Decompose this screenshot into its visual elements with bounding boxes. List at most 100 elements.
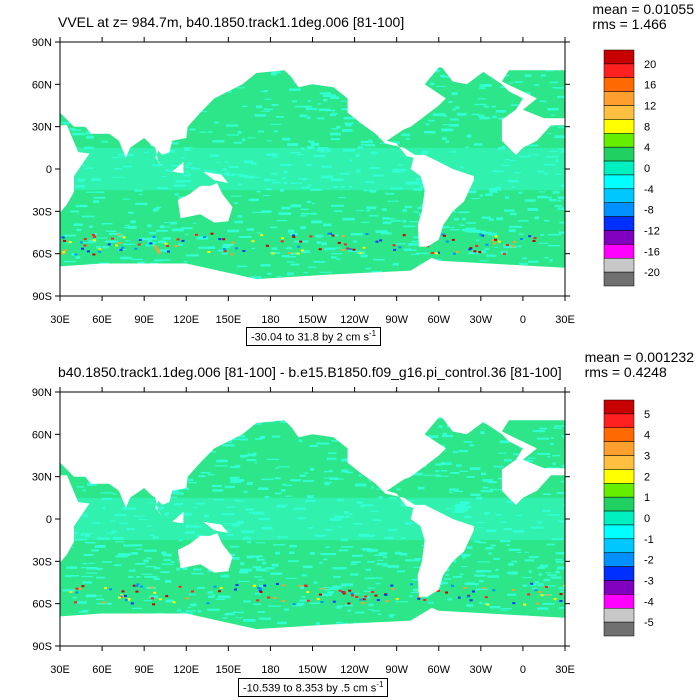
lat-label: 60S: [32, 599, 52, 611]
velocity-hotspot: [206, 602, 210, 605]
velocity-hotspot: [511, 245, 515, 248]
ocean-texture-cell: [241, 530, 254, 534]
ocean-texture-cell: [319, 271, 332, 273]
ocean-texture-cell: [276, 505, 287, 508]
velocity-hotspot: [355, 596, 359, 598]
ocean-texture-cell: [338, 526, 342, 528]
velocity-hotspot: [195, 233, 198, 236]
velocity-hotspot: [102, 601, 106, 604]
colorbar-label: 4: [644, 142, 650, 154]
ocean-texture-cell: [549, 81, 558, 84]
ocean-texture-cell: [128, 576, 134, 578]
velocity-hotspot: [242, 250, 246, 252]
ocean-texture-cell: [413, 236, 421, 239]
ocean-texture-cell: [237, 215, 243, 218]
ocean-texture-cell: [545, 196, 552, 199]
velocity-hotspot: [130, 602, 134, 605]
ocean-texture-cell: [287, 272, 294, 276]
ocean-texture-cell: [426, 123, 430, 126]
ocean-texture-cell: [511, 186, 516, 188]
velocity-hotspot: [78, 587, 82, 590]
ocean-texture-cell: [348, 250, 361, 252]
ocean-texture-cell: [481, 231, 492, 234]
ocean-texture-cell: [252, 603, 261, 605]
ocean-texture-cell: [336, 258, 341, 260]
ocean-texture-cell: [488, 232, 498, 236]
ocean-texture-cell: [402, 209, 407, 212]
ocean-texture-cell: [127, 211, 134, 214]
ocean-texture-cell: [73, 532, 79, 535]
ocean-texture-cell: [147, 525, 152, 527]
equatorial-band: [60, 497, 565, 541]
ocean-texture-cell: [275, 467, 280, 469]
bottom-map-rms: rms = 0.4248: [584, 364, 667, 380]
ocean-texture-cell: [247, 453, 257, 456]
ocean-texture-cell: [181, 157, 185, 159]
ocean-texture-cell: [348, 159, 352, 162]
ocean-texture-cell: [226, 533, 234, 536]
ocean-texture-cell: [267, 140, 272, 142]
ocean-texture-cell: [387, 565, 399, 568]
lat-label: 90S: [32, 291, 52, 303]
ocean-texture-cell: [481, 570, 492, 573]
ocean-texture-cell: [548, 150, 558, 152]
ocean-texture-cell: [62, 589, 76, 592]
ocean-texture-cell: [170, 491, 177, 494]
ocean-texture-cell: [354, 593, 360, 594]
ocean-texture-cell: [557, 95, 565, 98]
velocity-hotspot: [210, 232, 214, 235]
velocity-hotspot: [150, 597, 154, 600]
ocean-texture-cell: [423, 474, 436, 476]
ocean-texture-cell: [207, 591, 213, 594]
ocean-texture-cell: [349, 185, 353, 188]
velocity-hotspot: [384, 593, 388, 596]
ocean-texture-cell: [78, 610, 88, 613]
ocean-texture-cell: [230, 481, 242, 484]
ocean-texture-cell: [302, 565, 313, 569]
ocean-texture-cell: [166, 512, 170, 515]
ocean-texture-cell: [264, 98, 272, 100]
velocity-hotspot: [79, 241, 83, 244]
ocean-texture-cell: [460, 166, 464, 169]
ocean-texture-cell: [255, 592, 261, 595]
ocean-texture-cell: [475, 570, 484, 573]
ocean-texture-cell: [360, 144, 367, 146]
ocean-texture-cell: [207, 131, 213, 133]
ocean-texture-cell: [244, 454, 256, 457]
ocean-texture-cell: [82, 533, 94, 535]
ocean-texture-cell: [373, 554, 385, 556]
velocity-hotspot: [418, 595, 422, 598]
ocean-texture-cell: [160, 571, 170, 573]
ocean-texture-cell: [193, 507, 198, 509]
ocean-texture-cell: [372, 519, 382, 522]
ocean-texture-cell: [337, 499, 344, 502]
ocean-texture-cell: [102, 506, 106, 509]
top-map-svg: 90N 60N 30N 0 30S 60S 90S 30E 60E 90E 120E 150E 180 1…: [32, 37, 660, 326]
ocean-texture-cell: [292, 480, 298, 482]
velocity-hotspot: [469, 247, 473, 250]
ocean-texture-cell: [117, 553, 131, 556]
velocity-hotspot: [235, 247, 239, 250]
ocean-texture-cell: [164, 226, 171, 228]
ocean-texture-cell: [469, 467, 481, 471]
ocean-texture-cell: [271, 563, 279, 567]
velocity-hotspot: [93, 235, 96, 238]
velocity-hotspot: [319, 593, 322, 596]
ocean-texture-cell: [404, 500, 415, 502]
ocean-texture-cell: [306, 146, 315, 149]
ocean-texture-cell: [378, 613, 382, 615]
velocity-hotspot: [359, 598, 363, 601]
ocean-texture-cell: [227, 556, 240, 560]
velocity-hotspot: [207, 251, 211, 253]
ocean-texture-cell: [483, 602, 489, 605]
ocean-texture-cell: [495, 110, 506, 113]
ocean-texture-cell: [509, 571, 517, 575]
ocean-texture-cell: [524, 551, 529, 553]
velocity-hotspot: [251, 240, 255, 243]
ocean-texture-cell: [349, 513, 353, 516]
ocean-texture-cell: [73, 223, 83, 226]
top-map-stats: mean = 0.01055 rms = 1.466: [592, 2, 694, 32]
ocean-texture-cell: [360, 221, 370, 223]
ocean-texture-cell: [270, 123, 282, 125]
ocean-texture-cell: [97, 567, 102, 571]
